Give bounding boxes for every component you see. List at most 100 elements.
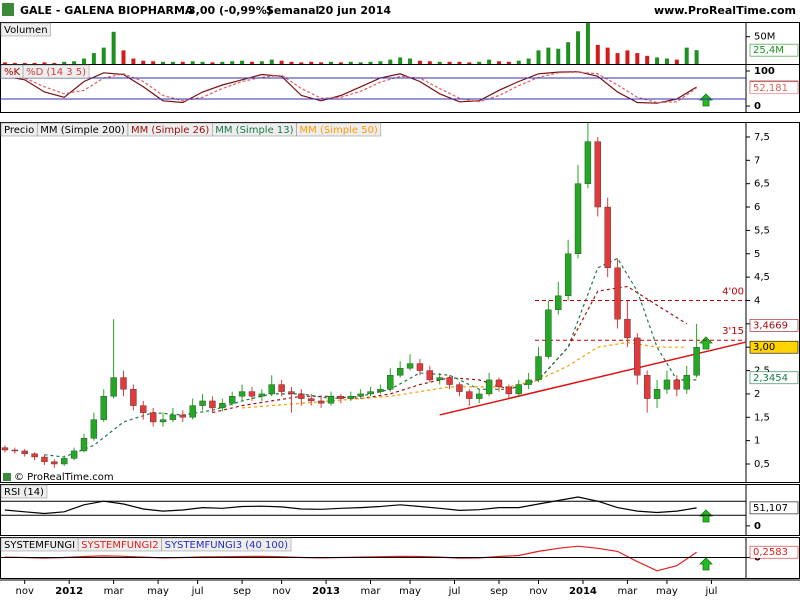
volume-bar <box>240 60 245 64</box>
volume-bar <box>655 57 660 64</box>
last-value-label: 51,107 <box>753 503 788 514</box>
candle-body <box>327 396 335 404</box>
volume-bar <box>190 61 195 64</box>
candle-body <box>70 450 78 459</box>
volume-bar <box>546 47 551 64</box>
volume-bar <box>556 48 561 64</box>
candle-body <box>505 386 513 395</box>
volume-bar <box>91 53 96 64</box>
volume-bar <box>398 57 403 64</box>
credit: © ProRealTime.com <box>14 472 114 483</box>
price-level-label: 4'00 <box>722 286 744 297</box>
indicator-line <box>4 71 697 104</box>
candle-body <box>436 377 443 381</box>
candle-body <box>90 419 98 439</box>
candle-body <box>149 412 157 423</box>
volume-bar <box>111 31 116 64</box>
candle-body <box>238 391 246 397</box>
candle-body <box>624 318 631 339</box>
y-tick-label: 5,5 <box>754 225 770 236</box>
candle-body <box>634 337 641 376</box>
volume-bar <box>506 61 511 64</box>
candle-body <box>337 396 345 399</box>
candle-body <box>673 379 681 390</box>
candle-body <box>288 391 295 395</box>
candle-body <box>387 375 394 390</box>
volume-bar <box>595 44 600 64</box>
legend-label: MM (Simple 26) <box>131 125 209 136</box>
volume-bar <box>487 59 492 64</box>
x-tick-label: sep <box>490 586 508 597</box>
site: www.ProRealTime.com <box>654 4 796 17</box>
volume-bar <box>516 60 521 64</box>
legend-label: %K <box>4 67 21 78</box>
period: Semanal <box>266 4 319 17</box>
x-tick-label: 2012 <box>55 586 83 597</box>
volume-bar <box>220 61 225 64</box>
candle-body <box>485 379 493 395</box>
candle-body <box>140 405 147 413</box>
last-value-box <box>749 43 799 57</box>
volume-bar <box>12 62 17 64</box>
volume-bar <box>645 55 650 64</box>
legend-label: Volumen <box>4 25 48 36</box>
candle-body <box>1 447 9 451</box>
last-value-label: 25,4M <box>753 45 784 56</box>
legend-label: MM (Simple 13) <box>215 125 293 136</box>
last-value-label: 3,4669 <box>753 320 788 331</box>
last-value-label: 3,00 <box>753 342 775 353</box>
candle-body <box>209 400 216 409</box>
candle-body <box>683 375 690 390</box>
volume-bar <box>605 47 610 64</box>
candle-body <box>456 384 463 392</box>
moving-average <box>242 341 687 409</box>
candle-body <box>110 377 117 397</box>
candle-body <box>426 370 434 381</box>
candle-body <box>199 400 206 406</box>
y-tick-label: 50M <box>754 32 775 43</box>
x-tick-label: may <box>399 586 421 597</box>
candle-body <box>21 450 28 454</box>
x-tick-label: may <box>656 586 678 597</box>
arrow <box>699 557 713 571</box>
volume-bar <box>585 23 590 64</box>
volume-bar <box>467 62 472 64</box>
candle-body <box>446 377 453 385</box>
y-tick-label: 6,5 <box>754 179 770 190</box>
candle-body <box>515 384 522 395</box>
candle-body <box>347 396 354 399</box>
candle-body <box>159 419 167 423</box>
y-tick-label: 2,5 <box>754 366 770 377</box>
candle-body <box>278 384 285 392</box>
candle-body <box>495 379 503 388</box>
candle-body <box>396 368 404 376</box>
x-tick-label: mar <box>617 586 638 597</box>
last-value-box <box>749 81 799 95</box>
y-tick-label: 6 <box>754 202 760 213</box>
arrow <box>699 509 713 523</box>
volume-bar <box>289 61 294 64</box>
legend-label: MM (Simple 50) <box>300 125 378 136</box>
volume-bar <box>447 61 452 64</box>
volume-bar <box>81 58 86 64</box>
candle-body <box>258 393 266 397</box>
y-tick-label: 100 <box>754 66 775 77</box>
volume-bar <box>496 61 501 64</box>
legend-box <box>161 537 292 552</box>
volume-bar <box>52 62 57 64</box>
volume-bar <box>279 60 284 64</box>
legend-label: SYSTEMFUNGI <box>4 540 75 551</box>
y-tick-label: 4 <box>754 295 760 306</box>
x-tick-label: mar <box>104 586 125 597</box>
volume-bar <box>338 62 343 64</box>
candle-body <box>357 393 364 397</box>
x-tick-label: may <box>147 586 169 597</box>
volume-bar <box>141 60 146 64</box>
date: 20 jun 2014 <box>318 4 391 17</box>
candle-body <box>189 405 196 418</box>
candle-body <box>653 389 661 399</box>
candle-body <box>604 206 611 268</box>
candle-body <box>367 391 374 395</box>
